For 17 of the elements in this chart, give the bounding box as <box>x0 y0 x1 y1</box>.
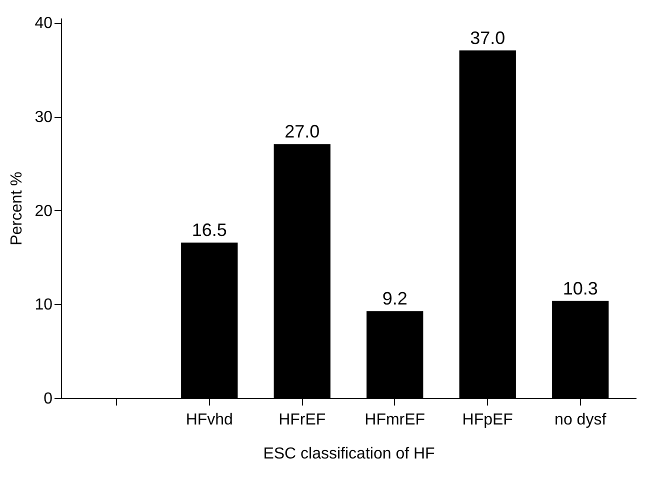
y-axis-title: Percent % <box>8 172 26 246</box>
y-tick-label: 40 <box>34 15 53 32</box>
data-label: 10.3 <box>562 278 598 298</box>
data-label: 37.0 <box>470 28 506 48</box>
x-tick-label: HFmrEF <box>364 412 426 428</box>
y-tick-label: 0 <box>44 390 53 408</box>
data-label: 27.0 <box>284 122 320 142</box>
x-axis-title: ESC classification of HF <box>263 446 436 462</box>
x-tick-label: HFrEF <box>278 412 326 428</box>
x-tick-label: HFpEF <box>462 412 514 428</box>
data-label: 9.2 <box>382 288 408 309</box>
data-label: 16.5 <box>192 220 227 240</box>
x-tick-label: no dysf <box>554 412 607 428</box>
y-tick-label: 20 <box>34 202 53 220</box>
y-tick-label: 30 <box>34 109 53 126</box>
x-tick-label: HFvhd <box>186 412 233 428</box>
y-tick-label: 10 <box>34 296 53 314</box>
